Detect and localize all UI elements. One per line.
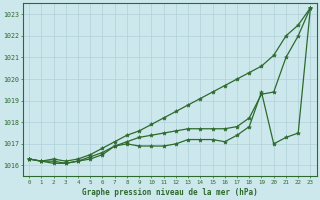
X-axis label: Graphe pression niveau de la mer (hPa): Graphe pression niveau de la mer (hPa) — [82, 188, 258, 197]
